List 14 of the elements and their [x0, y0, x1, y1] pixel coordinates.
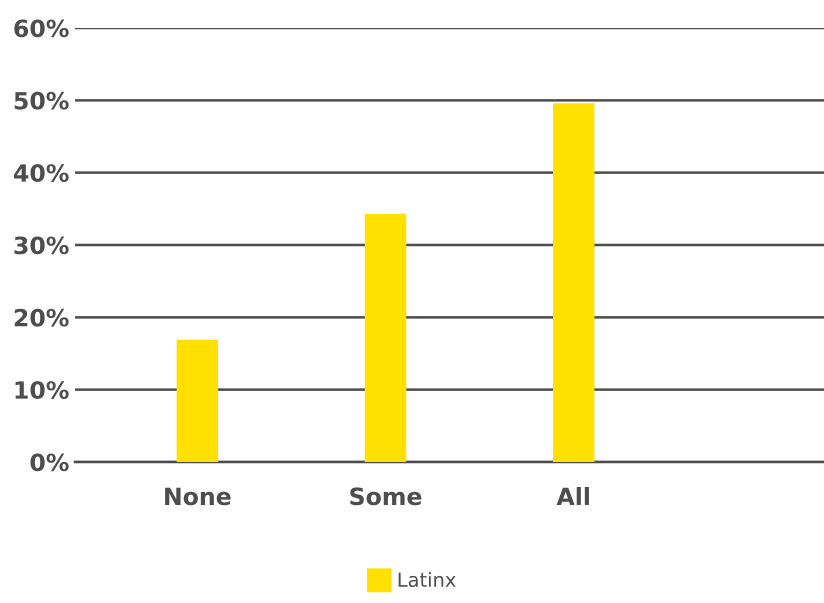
x-tick-label: None	[165, 488, 231, 506]
y-tick-label: 30%	[14, 236, 69, 254]
bar	[553, 103, 594, 462]
x-tick-label: Some	[350, 487, 422, 506]
bar	[176, 340, 218, 462]
y-tick-label: 0%	[30, 453, 69, 472]
bar	[364, 214, 406, 462]
y-tick-label: 40%	[14, 164, 69, 182]
y-tick-label: 50%	[14, 92, 69, 110]
y-tick-label: 60%	[14, 19, 69, 38]
x-tick-label: All	[556, 487, 589, 505]
legend-label: Latinx	[398, 572, 456, 588]
y-tick-label: 10%	[16, 381, 69, 399]
y-tick-label: 20%	[14, 308, 69, 327]
